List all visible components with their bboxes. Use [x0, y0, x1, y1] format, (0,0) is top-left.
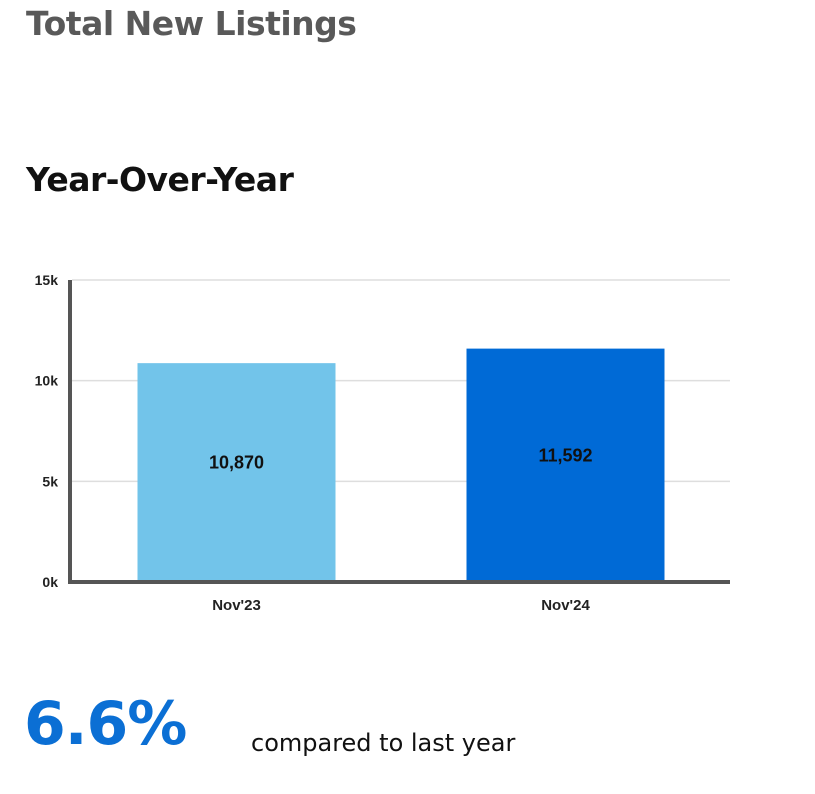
- bar-data-label: 10,870: [209, 453, 264, 473]
- y-tick-label: 0k: [42, 574, 58, 590]
- bar: [466, 348, 665, 582]
- y-tick-label: 10k: [35, 373, 59, 389]
- page-title: Total New Listings: [26, 4, 357, 43]
- chart-subtitle: Year-Over-Year: [26, 160, 294, 199]
- y-tick-label: 15k: [35, 272, 59, 288]
- x-tick-label: Nov'23: [212, 597, 261, 614]
- percent-change-value: 6.6%: [24, 689, 187, 759]
- x-tick-label: Nov'24: [541, 597, 590, 614]
- percent-change-caption: compared to last year: [251, 729, 516, 757]
- bar-data-label: 11,592: [538, 445, 592, 465]
- y-tick-label: 5k: [42, 473, 58, 489]
- bar: [137, 363, 336, 582]
